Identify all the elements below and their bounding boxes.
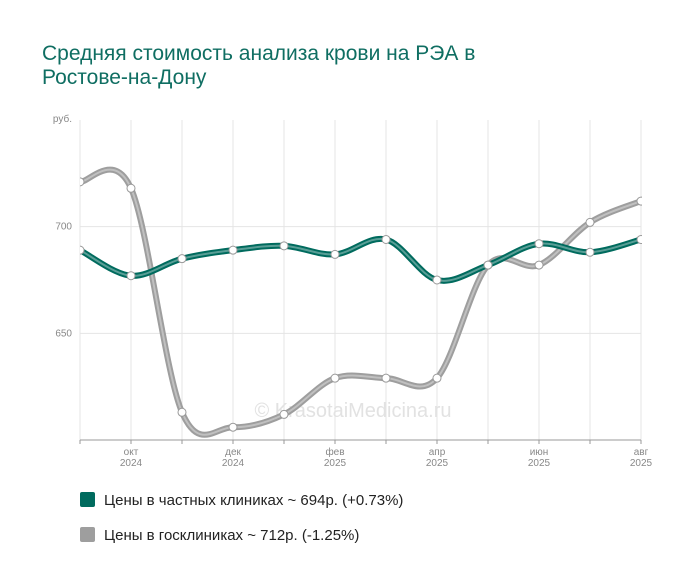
plot-area xyxy=(80,166,642,438)
x-tick-label-line: дек xyxy=(225,447,241,458)
x-tick-label: июн 2025 xyxy=(528,447,551,469)
series-line-inner xyxy=(80,237,642,282)
legend-label: Цены в госклиниках ~ 712р. (-1.25%) xyxy=(104,527,359,544)
y-tick-label: 650 xyxy=(55,328,72,339)
data-point xyxy=(585,247,595,257)
data-point xyxy=(432,275,442,285)
x-tick-label-line: 2025 xyxy=(630,458,653,469)
x-tick-label: апр 2025 xyxy=(426,447,449,469)
data-point xyxy=(80,177,85,187)
data-point xyxy=(330,249,340,259)
x-tick-label-line: 2025 xyxy=(324,458,347,469)
x-tick-label: дек 2024 xyxy=(222,447,245,469)
data-point xyxy=(534,239,544,249)
y-tick-label: 700 xyxy=(55,222,72,233)
data-point xyxy=(80,245,85,255)
legend-swatch xyxy=(80,527,95,542)
data-point xyxy=(381,373,391,383)
data-point xyxy=(126,271,136,281)
data-point xyxy=(432,373,442,383)
data-point xyxy=(126,183,136,193)
series-line xyxy=(80,166,642,438)
chart-title: Средняя стоимость анализа крови на РЭА в xyxy=(42,42,475,65)
data-point xyxy=(381,234,391,244)
data-point xyxy=(279,409,289,419)
watermark: © KrasotaiMedicina.ru xyxy=(254,400,451,422)
x-tick-label: окт 2024 xyxy=(120,447,143,469)
data-point xyxy=(228,245,238,255)
data-point xyxy=(177,407,187,417)
data-point xyxy=(585,217,595,227)
data-point xyxy=(330,373,340,383)
legend-swatch xyxy=(80,492,95,507)
data-point xyxy=(483,260,493,270)
y-unit: руб. xyxy=(53,113,72,125)
x-tick-label: авг 2025 xyxy=(630,447,653,469)
x-tick-label-line: авг xyxy=(634,447,649,458)
x-tick-label-line: 2025 xyxy=(528,458,551,469)
data-point xyxy=(228,422,238,432)
x-tick-label: фев 2025 xyxy=(324,446,347,469)
x-tick-label-line: 2025 xyxy=(426,458,449,469)
data-point xyxy=(534,260,544,270)
x-tick-label-line: 2024 xyxy=(222,458,245,469)
x-tick-label-line: 2024 xyxy=(120,458,143,469)
series-line-inner xyxy=(80,168,642,436)
chart-title: Ростове-на-Дону xyxy=(42,66,207,89)
x-tick-label-line: окт xyxy=(124,447,139,458)
data-point xyxy=(279,241,289,251)
x-tick-label-line: апр xyxy=(429,447,446,458)
data-point xyxy=(636,234,642,244)
x-tick-label-line: фев xyxy=(325,446,344,458)
x-tick-label-line: июн xyxy=(530,447,549,458)
legend-label: Цены в частных клиниках ~ 694р. (+0.73%) xyxy=(104,492,403,509)
data-point xyxy=(636,196,642,206)
data-point xyxy=(177,254,187,264)
